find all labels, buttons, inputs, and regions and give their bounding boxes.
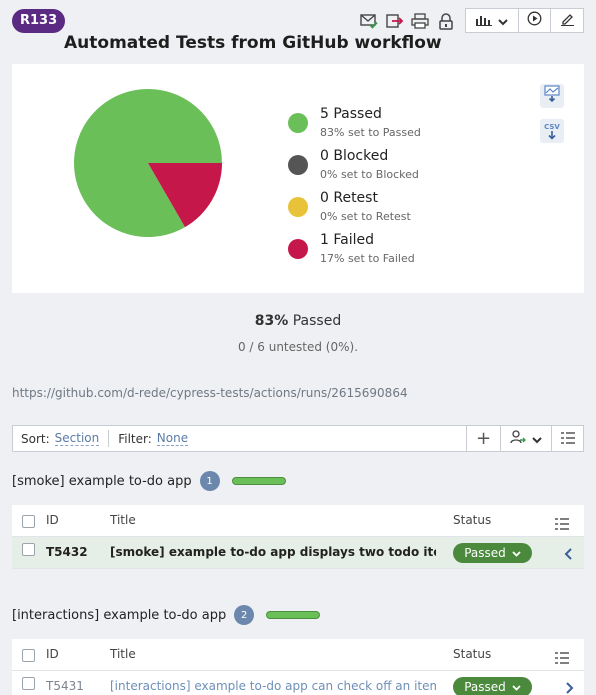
print-icon[interactable] — [411, 12, 429, 30]
legend-item-blocked: 0 Blocked 0% set to Blocked — [288, 148, 421, 190]
legend-label: 0 Retest — [320, 190, 378, 206]
plus-icon: + — [475, 428, 492, 449]
row-checkbox[interactable] — [22, 677, 35, 690]
sort-label: Sort: — [21, 431, 50, 446]
email-check-icon[interactable] — [360, 12, 378, 30]
chevron-down-icon — [512, 546, 521, 560]
status-label: Passed — [464, 680, 506, 694]
run-description-link[interactable]: https://github.com/d-rede/cypress-tests/… — [12, 386, 408, 400]
assign-user-dropdown[interactable] — [500, 426, 551, 451]
sort-selector[interactable]: Section — [54, 431, 100, 446]
test-id[interactable]: T5432 — [46, 545, 88, 559]
section-header-interactions: [interactions] example to-do app 2 — [12, 605, 321, 625]
untested-summary: 0 / 6 untested (0%). — [237, 340, 359, 354]
test-id[interactable]: T5431 — [46, 679, 84, 693]
legend-dot-passed — [288, 113, 308, 133]
column-header-title[interactable]: Title — [110, 647, 136, 661]
table-row[interactable]: T5432 [smoke] example to-do app displays… — [12, 537, 584, 569]
table-header: ID Title Status — [12, 505, 584, 537]
column-header-id[interactable]: ID — [46, 647, 59, 661]
columns-button[interactable] — [551, 426, 583, 451]
section-count-badge: 1 — [199, 471, 220, 491]
divider — [108, 430, 110, 447]
chevron-left-icon[interactable] — [564, 546, 574, 560]
legend-item-failed: 1 Failed 17% set to Failed — [288, 232, 421, 274]
section-progress-bar — [266, 611, 321, 619]
edit-icon — [560, 11, 575, 30]
chevron-down-icon — [512, 680, 521, 694]
test-title[interactable]: [interactions] example to-do app can che… — [110, 679, 436, 693]
row-checkbox[interactable] — [22, 543, 35, 556]
view-toolbar-group — [465, 8, 584, 33]
legend-label: 1 Failed — [320, 232, 374, 248]
column-header-status[interactable]: Status — [453, 513, 492, 527]
csv-download-icon: CSV — [544, 123, 560, 140]
chevron-down-icon — [532, 429, 542, 448]
status-dropdown[interactable]: Passed — [453, 543, 532, 563]
chevron-down-icon — [498, 11, 508, 30]
bar-chart-dropdown[interactable] — [466, 9, 519, 32]
legend-item-passed: 5 Passed 83% set to Passed — [288, 106, 421, 148]
status-dropdown[interactable]: Passed — [453, 677, 532, 695]
legend-sublabel: 0% set to Retest — [320, 210, 411, 223]
test-title[interactable]: [smoke] example to-do app displays two t… — [110, 545, 436, 559]
passed-percentage-label: Passed — [292, 313, 342, 329]
passed-summary: 83% Passed — [0, 313, 596, 329]
download-image-button[interactable] — [540, 84, 564, 108]
filter-label: Filter: — [118, 431, 152, 446]
sort-filter-bar: Sort: Section Filter: None + — [12, 425, 584, 452]
legend-sublabel: 83% set to Passed — [320, 126, 421, 139]
run-header: R133 Automated Tests from GitHub workflo… — [0, 0, 596, 60]
select-all-checkbox[interactable] — [22, 515, 35, 528]
column-header-id[interactable]: ID — [46, 513, 59, 527]
filter-selector[interactable]: None — [156, 431, 189, 446]
column-header-status[interactable]: Status — [453, 647, 492, 661]
pie-slice-failed — [148, 163, 222, 228]
legend-sublabel: 17% set to Failed — [320, 252, 415, 265]
legend-item-retest: 0 Retest 0% set to Retest — [288, 190, 421, 232]
legend-label: 5 Passed — [320, 106, 382, 122]
section-title[interactable]: [smoke] example to-do app — [12, 473, 192, 489]
section-count-badge: 2 — [234, 605, 255, 625]
column-options-icon[interactable] — [555, 649, 569, 664]
tests-table-smoke: ID Title Status T5432 [smoke] example to… — [12, 505, 584, 569]
lock-icon[interactable] — [437, 12, 455, 30]
table-header: ID Title Status — [12, 639, 584, 671]
passed-percentage: 83% — [254, 313, 289, 329]
select-all-checkbox[interactable] — [22, 649, 35, 662]
section-title[interactable]: [interactions] example to-do app — [12, 607, 227, 623]
bar-chart-icon — [476, 11, 492, 30]
export-icon[interactable] — [386, 12, 404, 30]
section-progress-bar — [231, 477, 286, 485]
chart-legend: 5 Passed 83% set to Passed 0 Blocked 0% … — [288, 106, 421, 274]
image-download-icon — [544, 85, 560, 107]
legend-dot-failed — [288, 239, 308, 259]
legend-label: 0 Blocked — [320, 148, 389, 164]
legend-dot-retest — [288, 197, 308, 217]
results-chart-card: 5 Passed 83% set to Passed 0 Blocked 0% … — [12, 64, 584, 293]
status-label: Passed — [464, 546, 506, 560]
user-arrow-icon — [510, 429, 526, 449]
columns-icon — [560, 429, 575, 448]
section-header-smoke: [smoke] example to-do app 1 — [12, 471, 286, 491]
download-csv-button[interactable]: CSV — [540, 119, 564, 143]
table-row[interactable]: T5431 [interactions] example to-do app c… — [12, 671, 584, 695]
run-id-badge[interactable]: R133 — [12, 9, 66, 33]
legend-sublabel: 0% set to Blocked — [320, 168, 419, 181]
page-title: Automated Tests from GitHub workflow — [64, 33, 442, 53]
play-button[interactable] — [519, 9, 551, 32]
play-icon — [527, 11, 542, 30]
column-header-title[interactable]: Title — [110, 513, 136, 527]
csv-label: CSV — [544, 122, 560, 131]
chevron-right-icon[interactable] — [564, 680, 574, 694]
legend-dot-blocked — [288, 155, 308, 175]
edit-button[interactable] — [551, 9, 583, 32]
status-pie-chart — [74, 89, 222, 237]
add-button[interactable]: + — [466, 426, 500, 451]
column-options-icon[interactable] — [555, 515, 569, 530]
tests-table-interactions: ID Title Status T5431 [interactions] exa… — [12, 639, 584, 695]
